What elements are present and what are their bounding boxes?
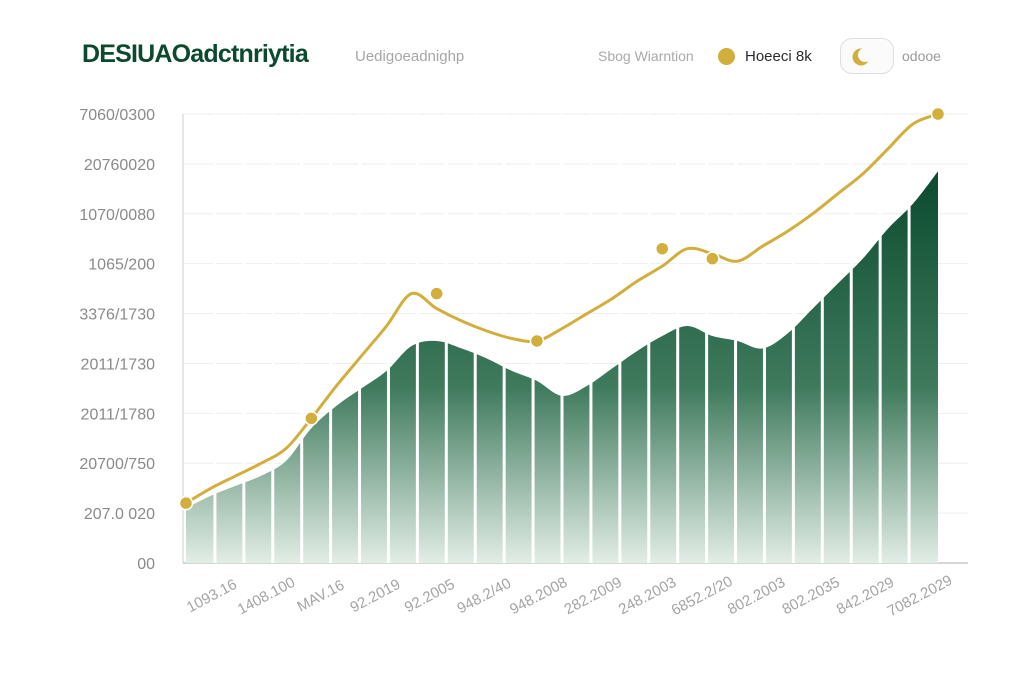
y-tick-label: 3376/1730 bbox=[79, 307, 155, 324]
moon-crescent-icon bbox=[852, 48, 871, 66]
toggle-label: odooe bbox=[902, 48, 941, 64]
x-tick-label: 948.2/40 bbox=[454, 575, 514, 617]
chart-title: DESIUAOadctnriytia bbox=[82, 40, 309, 68]
data-point[interactable] bbox=[178, 495, 194, 511]
y-tick-label: 2011/1780 bbox=[81, 406, 156, 423]
x-tick-label: 7082.2029 bbox=[885, 572, 956, 620]
x-tick-label: 948.2008 bbox=[507, 574, 570, 618]
y-tick-label: 1065/200 bbox=[88, 257, 155, 274]
x-tick-label: 92.2019 bbox=[347, 576, 403, 616]
x-tick-label: 6852.2/20 bbox=[669, 573, 736, 619]
series-label: Sbog Wiarntion bbox=[598, 48, 694, 64]
y-tick-label: 20700/750 bbox=[79, 456, 155, 473]
data-point[interactable] bbox=[930, 106, 946, 122]
x-tick-label: 92.2005 bbox=[402, 576, 458, 616]
x-tick-label: 248.2003 bbox=[616, 574, 679, 618]
y-tick-label: 207.0 020 bbox=[84, 506, 155, 523]
x-tick-label: 802.2035 bbox=[779, 574, 842, 618]
data-point[interactable] bbox=[304, 411, 319, 426]
data-point[interactable] bbox=[529, 333, 545, 349]
y-tick-label: 1070/0080 bbox=[79, 207, 155, 224]
y-tick-label: 2011/1730 bbox=[81, 356, 156, 373]
chart-subtitle: Uedigoeadnighp bbox=[355, 48, 465, 65]
x-tick-label: 1408.100 bbox=[235, 574, 298, 618]
data-point[interactable] bbox=[429, 286, 444, 301]
area-series bbox=[186, 171, 938, 563]
theme-toggle-button[interactable] bbox=[840, 38, 894, 74]
data-point[interactable] bbox=[655, 241, 670, 256]
x-tick-label: 802.2003 bbox=[725, 574, 788, 618]
y-tick-label: 7060/0300 bbox=[79, 107, 155, 124]
x-tick-label: 282.2009 bbox=[562, 574, 625, 618]
chart-header: DESIUAOadctnriytia Uedigoeadnighp Sbog W… bbox=[0, 0, 1024, 100]
legend[interactable]: Hoeeci 8k bbox=[718, 45, 812, 67]
y-tick-label: 20760020 bbox=[84, 157, 155, 174]
legend-label: Hoeeci 8k bbox=[745, 47, 812, 65]
x-tick-label: MAV.16 bbox=[294, 577, 347, 616]
y-tick-label: 00 bbox=[137, 556, 155, 573]
circle-dot-icon bbox=[718, 47, 735, 65]
data-point[interactable] bbox=[705, 251, 720, 266]
x-tick-label: 1093.16 bbox=[184, 576, 240, 616]
